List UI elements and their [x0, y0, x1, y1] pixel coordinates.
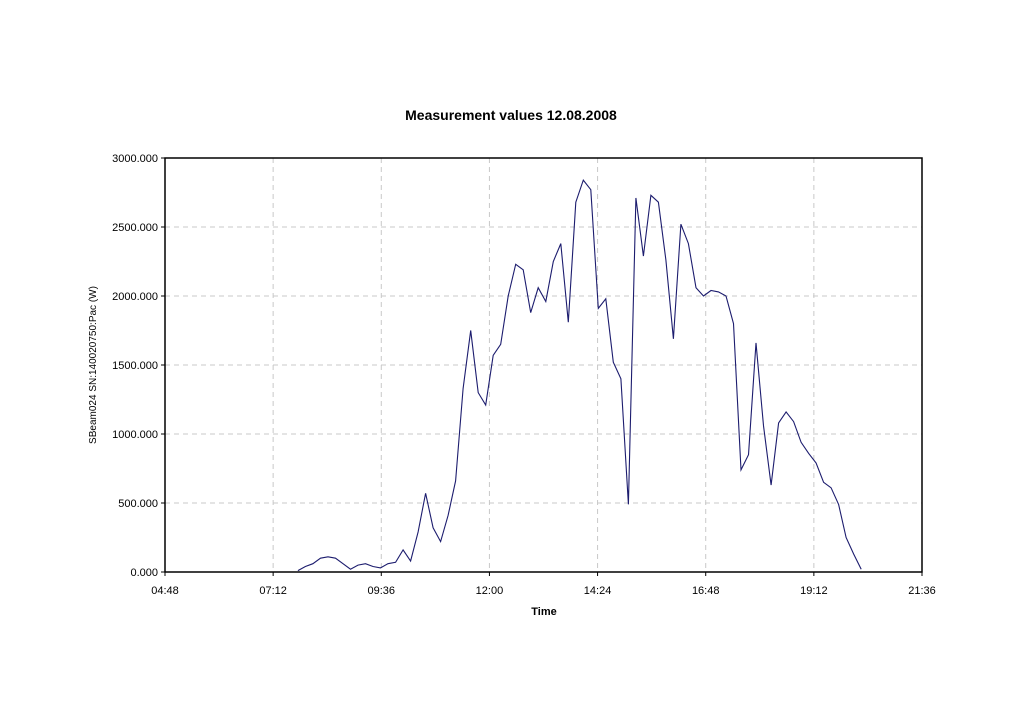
y-tick-label: 2500.000 [112, 222, 158, 234]
x-tick-label: 07:12 [259, 585, 287, 597]
y-tick-label: 0.000 [130, 567, 158, 579]
x-tick-label: 09:36 [368, 585, 396, 597]
x-tick-label: 19:12 [800, 585, 828, 597]
chart-title: Measurement values 12.08.2008 [405, 107, 617, 123]
y-tick-label: 3000.000 [112, 153, 158, 165]
y-tick-label: 500.000 [118, 498, 158, 510]
x-tick-label: 16:48 [692, 585, 720, 597]
y-tick-label: 1000.000 [112, 429, 158, 441]
y-axis-label: SBeam024 SN:140020750:Pac (W) [88, 286, 99, 444]
grid [165, 158, 922, 572]
x-tick-label: 21:36 [908, 585, 936, 597]
y-tick-label: 2000.000 [112, 291, 158, 303]
x-axis-label: Time [531, 606, 556, 618]
x-tick-label: 14:24 [584, 585, 612, 597]
x-ticks: 04:48 07:12 09:36 12:00 14:24 16:48 19:12 21:36 [151, 572, 936, 597]
x-tick-label: 04:48 [151, 585, 179, 597]
y-ticks: 0.000 500.000 1000.000 1500.000 2000.000 2500… [112, 153, 165, 579]
x-tick-label: 12:00 [476, 585, 504, 597]
y-tick-label: 1500.000 [112, 360, 158, 372]
series-line [297, 178, 862, 572]
